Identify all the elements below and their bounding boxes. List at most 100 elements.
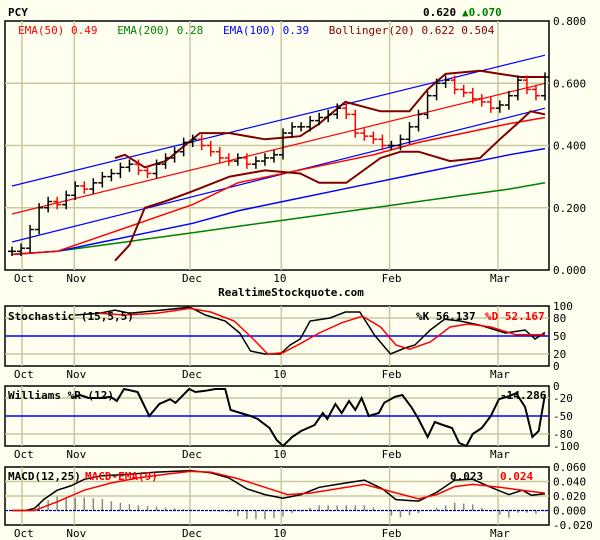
- price-bar: [260, 153, 269, 166]
- x-tick-label: 10: [273, 368, 286, 381]
- price-bar: [143, 165, 152, 179]
- price-bar: [8, 246, 16, 256]
- price-change: ▲0.070: [462, 6, 502, 19]
- symbol-label: PCY: [8, 6, 28, 19]
- y-tick-label: 0.400: [553, 140, 586, 153]
- price-bar: [297, 122, 306, 132]
- price-bar: [35, 203, 44, 235]
- x-tick-label: Nov: [66, 527, 86, 540]
- signal-title: MACD-EMA(9): [85, 470, 158, 483]
- legend-label: EMA(100) 0.39: [223, 24, 309, 37]
- d-readout: %D 52.167: [485, 310, 545, 323]
- y-tick-label: 80: [553, 312, 566, 325]
- price-bar: [197, 134, 206, 151]
- y-tick-label: 0.800: [553, 15, 586, 28]
- price-bar: [541, 72, 549, 101]
- macd-line: [12, 469, 546, 512]
- price-bar: [179, 137, 188, 157]
- legend-label: EMA(50) 0.49: [18, 24, 97, 37]
- price-bar: [333, 103, 342, 120]
- x-tick-label: Oct: [14, 448, 34, 461]
- panel-title: MACD(12,25): [8, 470, 81, 483]
- channel-upper-line: [11, 54, 546, 187]
- price-bar: [125, 159, 134, 172]
- williams-r-line: [72, 387, 546, 448]
- price-bar: [215, 147, 224, 163]
- price-bar: [306, 115, 315, 132]
- panel-title: Stochastic (15,5,5): [8, 310, 134, 323]
- channel-middle-line: [11, 82, 546, 215]
- x-tick-label: Dec: [182, 527, 202, 540]
- last-price: 0.620: [423, 6, 456, 19]
- x-tick-label: Mar: [490, 368, 510, 381]
- price-bar: [432, 78, 441, 101]
- x-tick-label: Nov: [66, 368, 86, 381]
- y-tick-label: -50: [553, 410, 573, 423]
- bollinger-upper-line: [114, 69, 545, 169]
- y-tick-label: -80: [553, 428, 573, 441]
- macd-readout: 0.023: [450, 470, 483, 483]
- x-tick-label: Mar: [490, 448, 510, 461]
- x-tick-label: Feb: [382, 448, 402, 461]
- price-bar: [80, 181, 89, 194]
- price-bar: [53, 196, 62, 210]
- price-bar: [342, 103, 351, 120]
- legend-label: EMA(200) 0.28: [117, 24, 203, 37]
- panel-title: Williams %R (12): [8, 389, 114, 402]
- x-tick-label: 10: [273, 527, 286, 540]
- price-bar: [107, 168, 116, 182]
- y-tick-label: 0.040: [553, 476, 586, 489]
- price-bar: [477, 94, 486, 107]
- x-tick-label: Dec: [182, 368, 202, 381]
- bollinger-lower-line: [114, 110, 546, 262]
- x-tick-label: Mar: [490, 527, 510, 540]
- price-bar: [324, 109, 333, 123]
- x-tick-label: Nov: [66, 448, 86, 461]
- x-tick-label: 10: [273, 448, 286, 461]
- price-bar: [459, 84, 468, 98]
- williams-readout: -14.286: [500, 389, 547, 402]
- y-tick-label: 0.000: [553, 264, 586, 277]
- price-bar: [251, 156, 260, 169]
- price-bar: [134, 159, 143, 176]
- price-bar: [423, 91, 432, 120]
- percent-k-line: [75, 306, 546, 355]
- y-tick-label: 0.020: [553, 490, 586, 503]
- y-tick-label: 0.600: [553, 77, 586, 90]
- price-bar: [62, 190, 71, 210]
- price-bar: [71, 181, 80, 200]
- price-bar: [170, 147, 179, 163]
- price-bar: [89, 178, 98, 194]
- ema200-line: [11, 182, 546, 256]
- x-tick-label: Feb: [382, 527, 402, 540]
- price-bar: [188, 134, 197, 148]
- price-bar: [378, 134, 387, 151]
- price-bar: [269, 150, 278, 163]
- y-tick-label: 0.060: [553, 461, 586, 474]
- y-tick-label: -20: [553, 392, 573, 405]
- x-tick-label: Feb: [382, 272, 402, 285]
- price-bar: [161, 153, 170, 169]
- price-bar: [152, 159, 161, 179]
- price-bar: [288, 122, 297, 138]
- k-readout: %K 56.137: [416, 310, 476, 323]
- williams-panel: Oct Nov Dec 10 Feb Mar 0-20 -50 -80-100 Williams …: [4, 380, 580, 461]
- x-tick-label: Nov: [66, 272, 86, 285]
- macd-signal-line: [12, 470, 546, 512]
- price-bar: [396, 134, 405, 151]
- price-bar: [387, 140, 396, 151]
- ema50-line: [11, 116, 546, 256]
- price-bar: [522, 75, 531, 95]
- y-tick-label: 0: [553, 360, 560, 373]
- y-tick-label: -0.020: [553, 519, 593, 532]
- price-bar: [495, 100, 504, 113]
- y-tick-label: 0: [553, 380, 560, 393]
- x-tick-label: Feb: [382, 368, 402, 381]
- legend-label: Bollinger(20) 0.622 0.504: [329, 24, 495, 37]
- y-tick-label: 0.000: [553, 505, 586, 518]
- price-bar: [468, 87, 477, 104]
- x-tick-label: Oct: [14, 527, 34, 540]
- price-bar: [17, 243, 26, 256]
- price-bar: [531, 84, 540, 101]
